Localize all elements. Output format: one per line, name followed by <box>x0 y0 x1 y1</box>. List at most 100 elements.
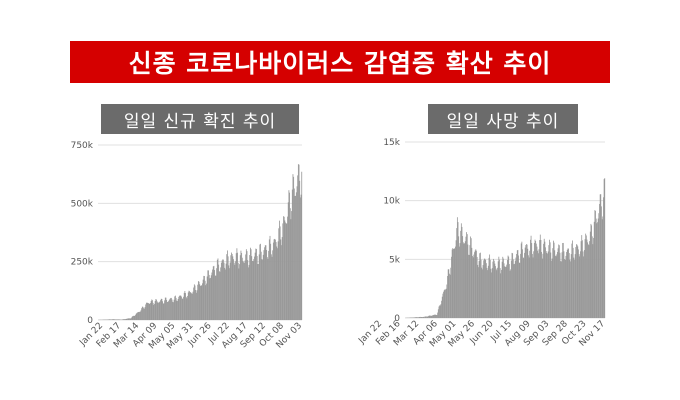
daily-bar <box>274 238 276 320</box>
daily-bar <box>450 267 452 318</box>
daily-bar <box>153 304 155 320</box>
daily-bar <box>243 262 245 320</box>
daily-bar <box>424 316 425 318</box>
daily-bar <box>259 244 261 320</box>
daily-bar <box>173 299 175 320</box>
daily-bar <box>245 254 247 320</box>
daily-bar <box>522 257 524 318</box>
daily-bar <box>135 313 137 320</box>
daily-bar <box>451 249 453 318</box>
daily-bar <box>160 300 161 320</box>
daily-bar <box>265 245 267 320</box>
daily-bar <box>436 314 438 318</box>
daily-bar <box>576 244 577 318</box>
daily-bar <box>241 252 243 320</box>
daily-bar <box>417 317 419 318</box>
daily-bar <box>500 273 502 318</box>
daily-bar <box>191 293 193 320</box>
daily-bar <box>295 192 297 320</box>
daily-bar <box>248 264 250 320</box>
daily-bar <box>571 243 573 318</box>
daily-bar <box>161 298 163 320</box>
daily-bar <box>239 264 241 320</box>
daily-bar <box>110 319 111 320</box>
daily-bar <box>131 316 133 320</box>
daily-bar <box>455 240 457 318</box>
daily-bar <box>537 253 539 318</box>
daily-bar <box>593 237 594 318</box>
daily-bar <box>585 235 587 318</box>
daily-bar <box>126 318 128 320</box>
daily-bar <box>251 256 253 320</box>
daily-bar <box>430 315 432 318</box>
daily-bar <box>472 257 474 318</box>
daily-bar <box>271 256 273 320</box>
daily-bar <box>531 243 533 318</box>
daily-bar <box>539 240 541 318</box>
daily-bar <box>203 275 205 320</box>
daily-bar <box>138 311 140 320</box>
daily-bar <box>298 164 300 320</box>
daily-bar <box>180 295 182 320</box>
daily-bar <box>141 306 143 320</box>
daily-bar <box>185 296 187 320</box>
daily-bar <box>449 274 451 318</box>
daily-bar <box>517 249 519 318</box>
daily-bar <box>421 317 423 318</box>
daily-bar <box>487 265 489 318</box>
daily-bar <box>597 222 598 318</box>
daily-bar <box>488 257 490 318</box>
daily-bar <box>165 297 167 320</box>
daily-bar <box>542 253 544 318</box>
daily-bar <box>443 290 445 318</box>
daily-bar <box>510 269 512 318</box>
daily-bar <box>247 260 249 320</box>
daily-bar <box>567 248 569 318</box>
daily-bar <box>142 306 144 320</box>
daily-bar <box>231 253 233 320</box>
daily-bar <box>512 259 514 318</box>
daily-bar <box>496 270 498 318</box>
daily-bar <box>439 305 441 318</box>
daily-bar <box>227 256 229 320</box>
daily-bar <box>531 253 533 318</box>
daily-bar <box>412 317 414 318</box>
daily-bar <box>507 255 509 318</box>
daily-bar <box>290 219 292 320</box>
daily-bar <box>468 254 470 318</box>
daily-bar <box>160 298 162 320</box>
daily-bar <box>131 317 132 320</box>
daily-bar <box>572 247 574 318</box>
daily-bar <box>257 264 259 320</box>
daily-bar <box>414 317 416 318</box>
daily-bar <box>484 258 486 318</box>
daily-bar <box>171 299 173 320</box>
daily-bar <box>583 256 585 318</box>
daily-bar <box>114 319 116 320</box>
daily-bar <box>504 266 506 318</box>
daily-bar <box>154 301 156 320</box>
daily-bar <box>549 239 550 318</box>
daily-bar <box>293 188 295 320</box>
daily-bar <box>477 264 479 318</box>
daily-bar <box>182 298 184 320</box>
daily-bar <box>489 259 491 318</box>
daily-bar <box>179 295 180 320</box>
daily-bar <box>250 249 252 320</box>
daily-bar <box>541 258 543 318</box>
daily-bar <box>296 186 298 320</box>
daily-bar <box>559 252 561 318</box>
daily-bar <box>591 225 592 318</box>
daily-bar <box>493 258 494 318</box>
daily-bar <box>237 262 239 320</box>
daily-bar <box>116 319 118 320</box>
daily-bar <box>466 234 468 318</box>
daily-bar <box>170 297 172 320</box>
daily-bar <box>188 290 190 320</box>
daily-bar <box>536 246 538 318</box>
daily-bar <box>502 256 504 318</box>
daily-bar <box>185 293 186 320</box>
daily-bar <box>123 319 125 320</box>
daily-bar <box>237 252 238 320</box>
daily-bar <box>457 222 459 318</box>
